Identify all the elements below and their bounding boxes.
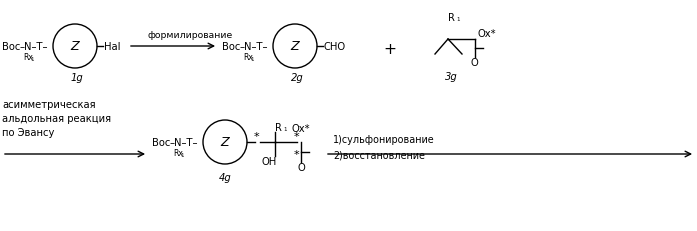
Text: Z: Z: [221, 136, 229, 149]
Text: R: R: [275, 122, 282, 132]
Text: *: *: [294, 149, 300, 159]
Text: Rx: Rx: [243, 53, 253, 62]
Text: OH: OH: [261, 156, 277, 166]
Text: по Эвансу: по Эвансу: [2, 128, 54, 137]
Text: Z: Z: [70, 40, 79, 53]
Text: Ox*: Ox*: [292, 123, 311, 134]
Text: Rx: Rx: [23, 53, 33, 62]
Text: O: O: [297, 162, 305, 172]
Text: Hal: Hal: [104, 42, 121, 52]
Text: Boc: Boc: [222, 42, 240, 52]
Text: *: *: [294, 131, 300, 141]
Text: формилирование: формилирование: [148, 30, 233, 39]
Text: –N–T–: –N–T–: [170, 137, 199, 147]
Text: +: +: [383, 42, 397, 57]
Text: Ox*: Ox*: [477, 29, 496, 39]
Text: Rx: Rx: [173, 149, 183, 158]
Text: Boc: Boc: [152, 137, 170, 147]
Text: 1: 1: [250, 57, 254, 62]
Text: 1: 1: [456, 17, 459, 22]
Text: –N–T–: –N–T–: [20, 42, 49, 52]
Text: альдольная реакция: альдольная реакция: [2, 113, 111, 123]
Text: 1: 1: [283, 126, 286, 131]
Text: 1: 1: [30, 57, 33, 62]
Text: 3g: 3g: [445, 72, 458, 82]
Text: асимметрическая: асимметрическая: [2, 100, 95, 109]
Text: Z: Z: [291, 40, 300, 53]
Text: –N–T–: –N–T–: [240, 42, 268, 52]
Text: Boc: Boc: [2, 42, 20, 52]
Text: 2g: 2g: [291, 73, 304, 83]
Text: *: *: [253, 131, 259, 141]
Text: 1: 1: [180, 152, 183, 157]
Text: 1g: 1g: [71, 73, 84, 83]
Text: O: O: [470, 58, 478, 68]
Text: 2)восстановление: 2)восстановление: [333, 149, 425, 159]
Text: 1)сульфонирование: 1)сульфонирование: [333, 134, 435, 144]
Text: R: R: [448, 13, 455, 23]
Text: CHO: CHO: [324, 42, 346, 52]
Text: 4g: 4g: [219, 172, 231, 182]
